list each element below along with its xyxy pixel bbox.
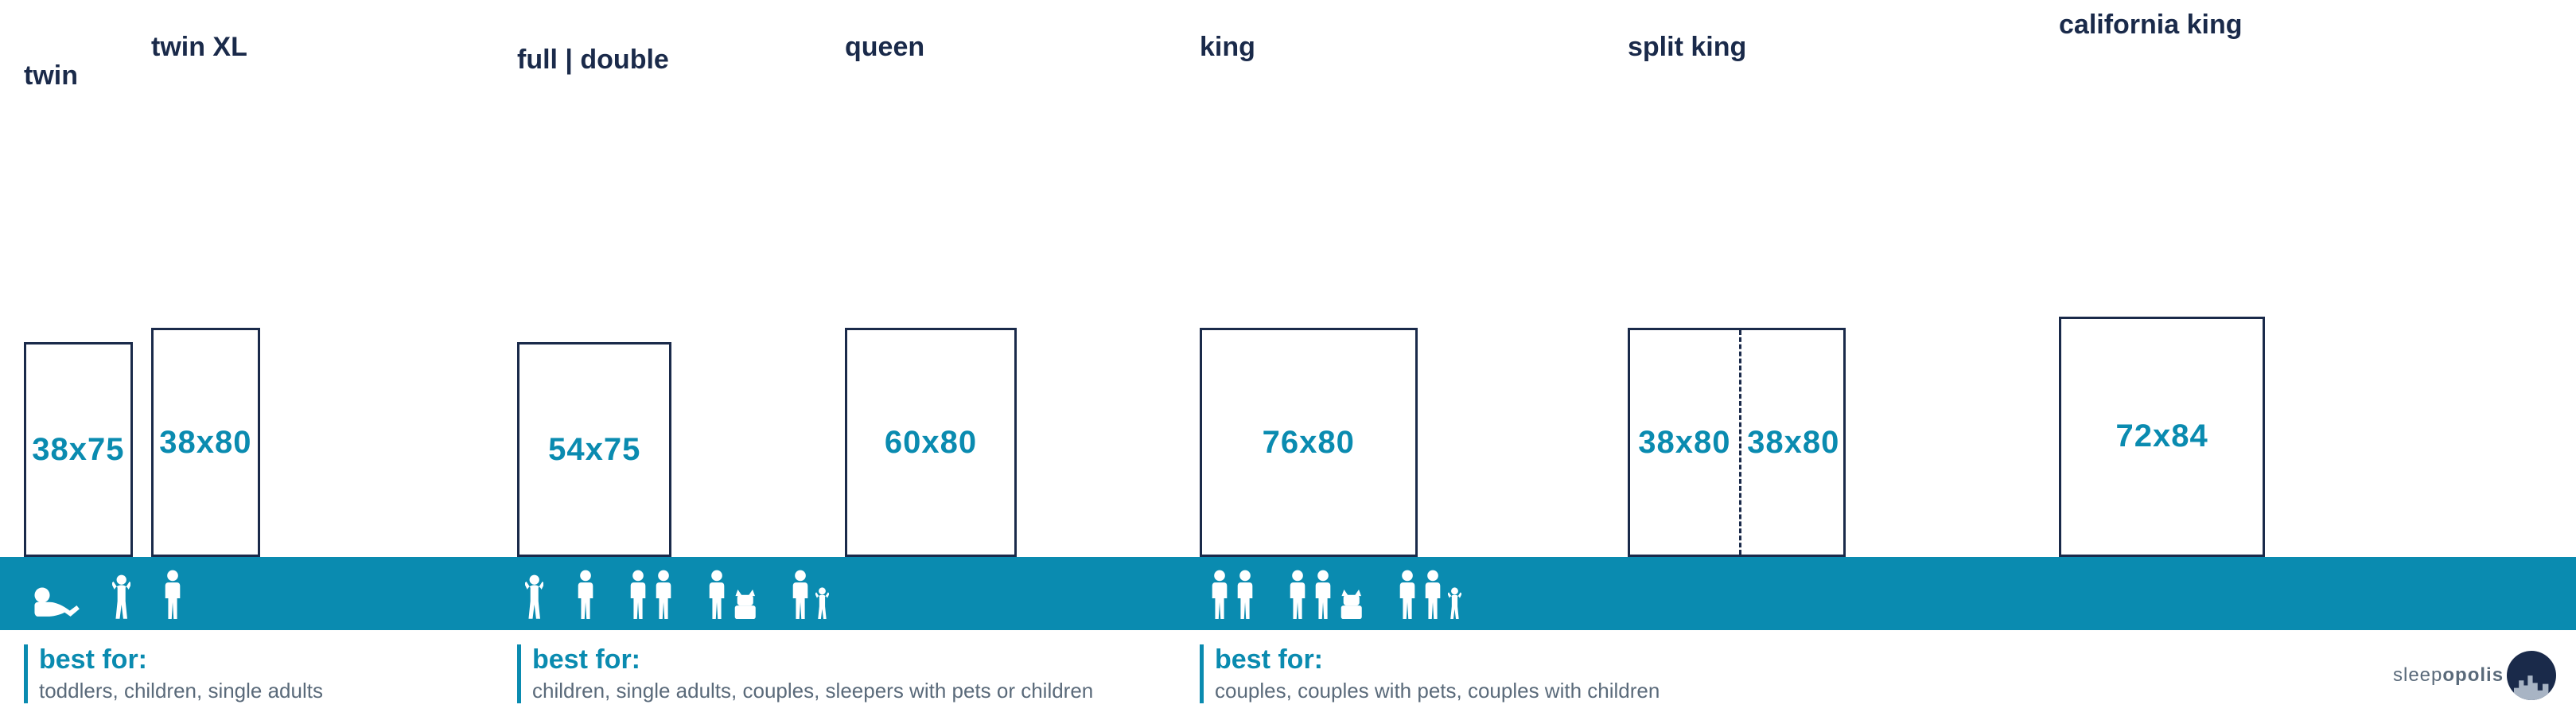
mattress-title-queen: queen — [845, 32, 924, 63]
split-king-divider — [1739, 330, 1741, 555]
best-for-title: best for: — [39, 644, 323, 675]
mattress-title-twin: twin — [24, 60, 78, 91]
mattress-box-split-king: 38x8038x80 — [1628, 328, 1846, 557]
brand-logo: sleepopolis — [2393, 651, 2556, 700]
icon-group-0-1 — [112, 574, 130, 619]
mattress-dim-split-king-left: 38x80 — [1630, 425, 1739, 461]
child-icon — [112, 574, 130, 619]
icon-group-1-1 — [575, 570, 596, 619]
baby-icon — [32, 585, 80, 619]
mattress-dim-king: 76x80 — [1263, 425, 1355, 461]
mattress-box-cal-king: 72x84 — [2059, 317, 2265, 557]
adult-icon — [1422, 570, 1443, 619]
icon-group-2-0 — [1209, 570, 1255, 619]
mattress-title-split-king: split king — [1628, 32, 1746, 63]
mattress-box-twin-xl: 38x80 — [151, 328, 260, 557]
kid-icon — [1448, 587, 1461, 619]
icon-group-1-3 — [706, 570, 759, 619]
adult-icon — [162, 570, 183, 619]
adult-icon — [1235, 570, 1255, 619]
mattress-dim-cal-king: 72x84 — [2115, 418, 2208, 454]
brand-logo-text-bold: opolis — [2442, 664, 2504, 686]
best-for-block-2: best for: couples, couples with pets, cou… — [1200, 644, 1660, 703]
icon-row-1 — [525, 557, 829, 630]
icon-group-1-4 — [790, 570, 829, 619]
mattress-box-king: 76x80 — [1200, 328, 1418, 557]
adult-icon — [1209, 570, 1230, 619]
best-for-desc: children, single adults, couples, sleepe… — [532, 679, 1093, 703]
child-icon — [525, 574, 543, 619]
best-for-title: best for: — [1215, 644, 1660, 675]
mattress-title-cal-king: california king — [2059, 10, 2243, 41]
kid-icon — [815, 587, 829, 619]
best-for-desc: couples, couples with pets, couples with… — [1215, 679, 1660, 703]
adult-icon — [653, 570, 674, 619]
mattress-title-full: full | double — [517, 45, 669, 76]
mattress-title-twin-xl: twin XL — [151, 32, 247, 63]
mattress-dim-twin-xl: 38x80 — [159, 425, 251, 461]
mattress-box-queen: 60x80 — [845, 328, 1017, 557]
icon-group-0-0 — [32, 585, 80, 619]
mattress-box-full: 54x75 — [517, 342, 671, 557]
skyline-icon — [2514, 673, 2548, 700]
adult-icon — [706, 570, 727, 619]
adult-icon — [1397, 570, 1418, 619]
icon-group-2-1 — [1287, 570, 1365, 619]
best-for-title: best for: — [532, 644, 1093, 675]
brand-logo-text-plain: sleep — [2393, 664, 2442, 686]
pet-icon — [732, 590, 758, 619]
mattress-dim-split-king-right: 38x80 — [1739, 425, 1848, 461]
icon-group-1-2 — [628, 570, 674, 619]
mattress-size-chart: twin 38x75 twin XL 38x80 full | double 54x75 q… — [0, 0, 2576, 724]
adult-icon — [575, 570, 596, 619]
mattress-dim-full: 54x75 — [548, 432, 640, 468]
best-for-desc: toddlers, children, single adults — [39, 679, 323, 703]
mattress-title-king: king — [1200, 32, 1255, 63]
icon-row-0 — [32, 557, 183, 630]
adult-icon — [1287, 570, 1308, 619]
best-for-block-1: best for: children, single adults, couple… — [517, 644, 1093, 703]
adult-icon — [1313, 570, 1333, 619]
best-for-block-0: best for: toddlers, children, single adul… — [24, 644, 323, 703]
mattress-box-twin: 38x75 — [24, 342, 133, 557]
adult-icon — [628, 570, 648, 619]
mattress-dim-queen: 60x80 — [885, 425, 977, 461]
icon-group-2-2 — [1397, 570, 1461, 619]
brand-logo-text: sleepopolis — [2393, 664, 2504, 687]
adult-icon — [790, 570, 811, 619]
brand-logo-badge-icon — [2507, 651, 2556, 700]
pet-icon — [1338, 590, 1364, 619]
icon-group-1-0 — [525, 574, 543, 619]
mattress-dim-twin: 38x75 — [32, 432, 124, 468]
icon-row-2 — [1209, 557, 1461, 630]
icon-group-0-2 — [162, 570, 183, 619]
